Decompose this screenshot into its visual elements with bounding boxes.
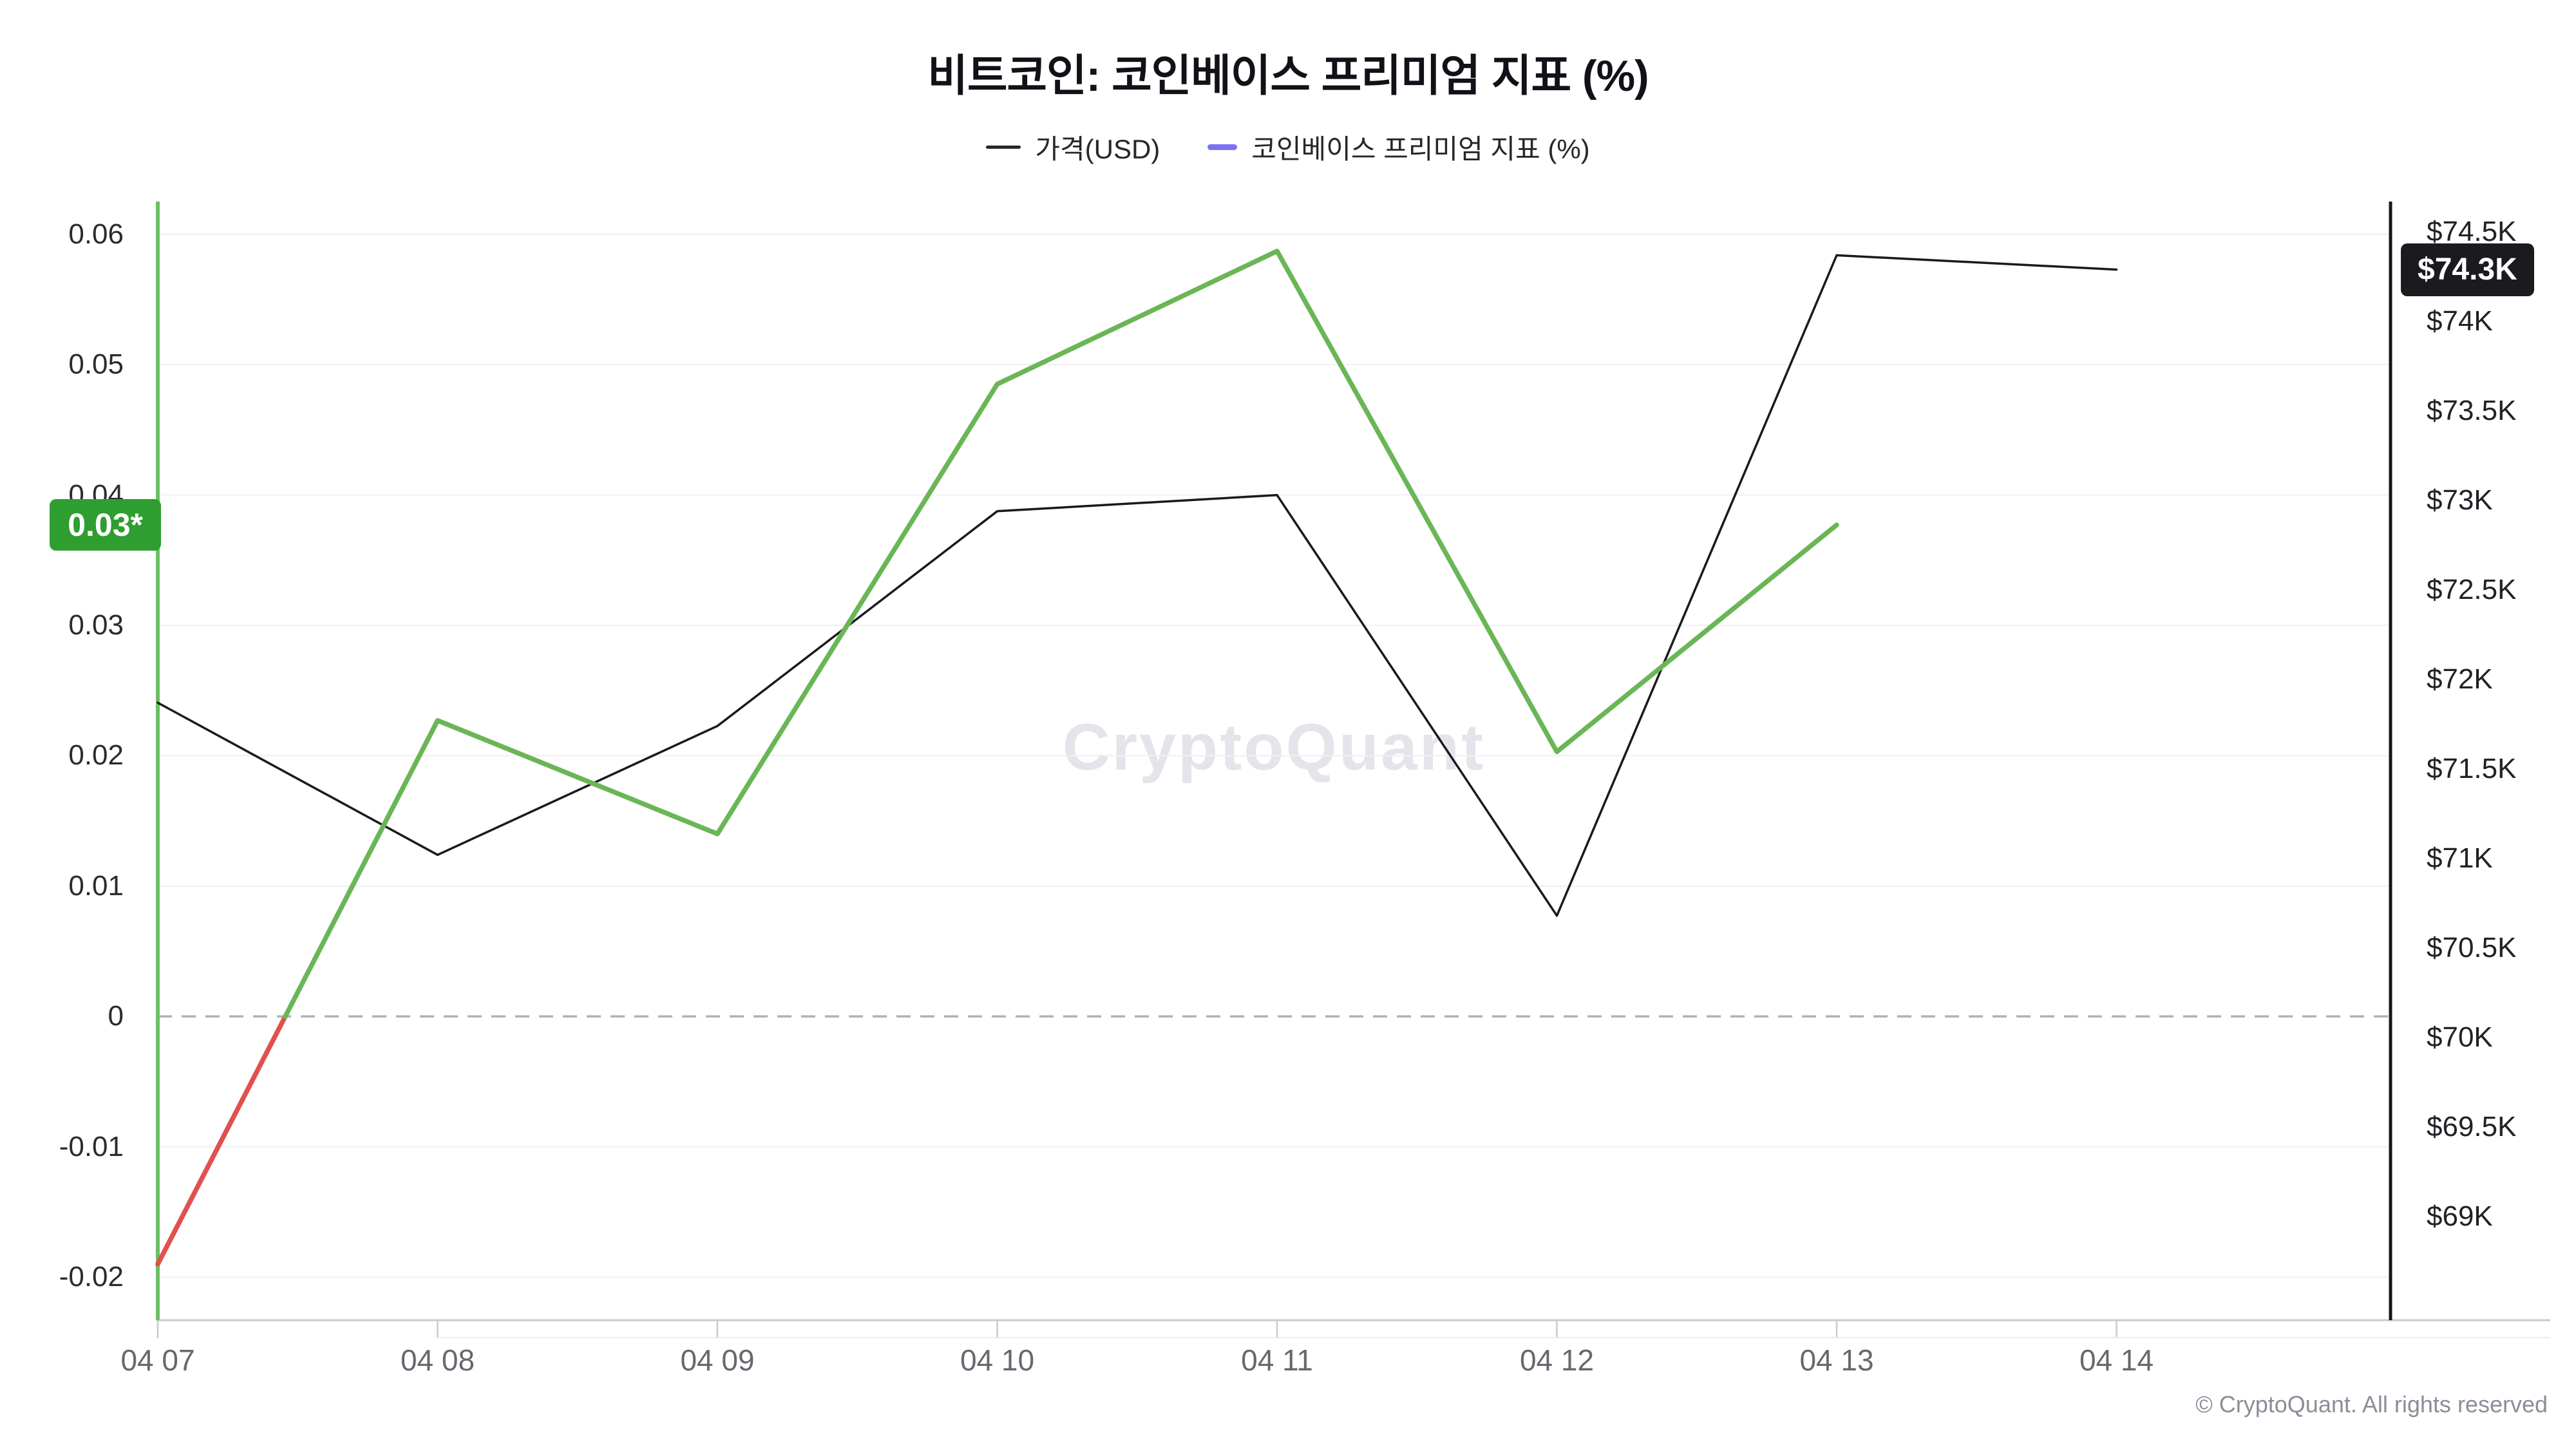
legend-item-price-label: 가격(USD) [1035, 134, 1160, 164]
x-axis-tick-label: 04 11 [1241, 1343, 1313, 1377]
right-axis-tick-label: $70.5K [2427, 931, 2517, 963]
premium-last-value-badge: 0.03* [50, 499, 161, 551]
left-axis-tick-label: 0 [108, 1000, 124, 1032]
left-axis-tick-label: 0.05 [68, 348, 124, 381]
page-title: 비트코인: 코인베이스 프리미엄 지표 (%) [927, 52, 1649, 100]
legend: 가격(USD) 코인베이스 프리미엄 지표 (%) [0, 128, 2576, 167]
right-axis-tick-label: $69.5K [2427, 1110, 2517, 1142]
right-axis-tick-label: $69K [2427, 1200, 2493, 1232]
legend-item-premium[interactable]: 코인베이스 프리미엄 지표 (%) [1208, 128, 1590, 167]
x-axis-tick-label: 04 09 [680, 1343, 755, 1377]
right-axis-tick-label: $71.5K [2427, 753, 2517, 784]
right-axis-tick-label: $73K [2427, 484, 2493, 516]
left-axis-tick-label: -0.01 [59, 1130, 124, 1162]
legend-item-price[interactable]: 가격(USD) [986, 128, 1160, 167]
price-line [156, 254, 2118, 917]
price-last-value-badge: $74.3K [2401, 243, 2534, 296]
left-axis-tick-label: 0.01 [68, 869, 124, 902]
x-axis-tick-label: 04 10 [960, 1343, 1035, 1377]
premium-line-positive [283, 249, 1839, 1019]
left-axis-tick-label: 0.02 [68, 739, 124, 772]
premium-line-negative [155, 1014, 288, 1267]
right-axis-tick-label: $74.5K [2427, 216, 2517, 248]
left-axis-tick-label: 0.06 [68, 218, 124, 250]
left-axis-tick-label: -0.02 [59, 1261, 124, 1293]
x-axis-tick-label: 04 12 [1519, 1343, 1595, 1377]
right-axis-tick-label: $71K [2427, 842, 2493, 874]
legend-item-premium-label: 코인베이스 프리미엄 지표 (%) [1251, 134, 1590, 164]
price-line-swatch-icon [986, 146, 1021, 149]
right-axis-tick-label: $72K [2427, 663, 2493, 696]
x-axis-tick-label: 04 13 [1799, 1343, 1874, 1377]
premium-line-swatch-icon [1208, 144, 1238, 150]
copyright-note: © CryptoQuant. All rights reserved [2195, 1391, 2548, 1417]
left-axis-tick-label: 0.03 [68, 609, 124, 641]
right-axis-tick-label: $70K [2427, 1021, 2493, 1053]
right-axis-tick-label: $74K [2427, 305, 2493, 337]
x-axis-tick-label: 04 14 [2079, 1343, 2154, 1377]
cryptoquant-watermark: CryptoQuant [1062, 710, 1486, 784]
right-axis-tick-label: $72.5K [2427, 574, 2517, 606]
x-axis-tick-label: 04 07 [120, 1343, 195, 1377]
x-axis-tick-label: 04 08 [400, 1343, 475, 1377]
right-axis-tick-label: $73.5K [2427, 395, 2517, 427]
